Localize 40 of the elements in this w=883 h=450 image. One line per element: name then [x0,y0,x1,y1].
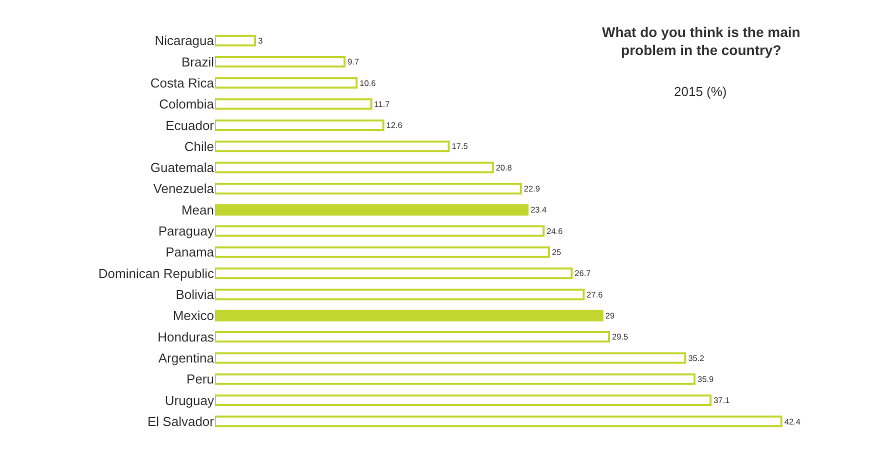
y-tick-label: Mexico [172,308,214,324]
bar [215,119,384,131]
y-tick-label: Colombia [159,96,215,112]
bar [215,246,550,258]
y-tick-label: Argentina [158,350,215,366]
bar [215,352,686,364]
bar [215,34,256,46]
bar [215,310,604,322]
y-tick-label: Uruguay [164,392,214,408]
bar [215,98,372,110]
bar [215,416,782,428]
y-tick-label: Ecuador [166,118,215,133]
y-tick-label: Costa Rica [150,75,215,90]
text: 2015 (%) [674,84,727,99]
bar [215,225,545,237]
y-tick-label: Venezuela [153,181,215,196]
bar [215,373,696,385]
bar [215,288,585,300]
y-tick-label: Guatemala [150,160,215,176]
y-tick-label: Honduras [158,329,214,344]
bar [215,140,450,152]
y-tick-label: Paraguay [158,224,214,239]
bar [215,77,358,89]
chart-title: What do you think is the main problem in the country? [602,24,800,58]
bar [215,204,529,216]
bar [215,268,573,280]
y-tick-label: Peru [186,372,214,387]
bar [215,394,712,406]
y-tick-label: Brazil [181,54,214,70]
bar [215,56,346,68]
bar [215,331,610,343]
y-tick-label: Dominican Republic [98,266,214,281]
y-tick-label: Nicaragua [154,33,215,48]
y-tick-label: Panama [166,244,215,260]
y-tick-label: Mean [181,202,214,218]
bar [215,162,494,174]
y-tick-label: Bolivia [176,287,215,302]
y-tick-label: El Salvador [148,414,215,429]
y-tick-label: Chile [184,138,214,154]
bar [215,182,522,194]
